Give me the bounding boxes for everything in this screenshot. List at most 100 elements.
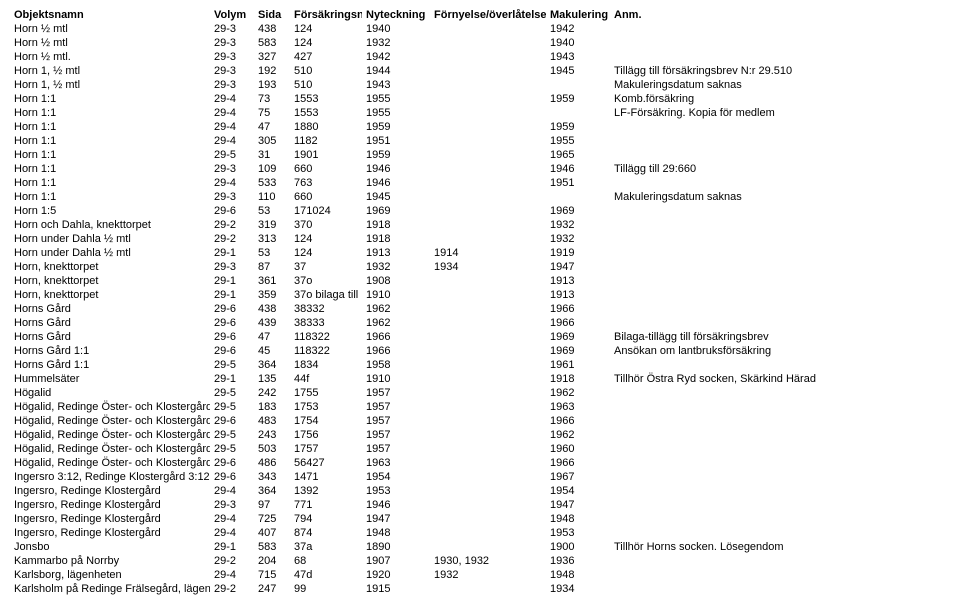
cell-nyteck: 1910 [362, 372, 430, 386]
table-row: Horn 1:129-4305118219511955 [10, 134, 950, 148]
cell-nyteck: 1890 [362, 540, 430, 554]
cell-sida: 75 [254, 106, 290, 120]
table-row: Högalid29-5242175519571962 [10, 386, 950, 400]
cell-forsnr: 47d [290, 568, 362, 582]
cell-volym: 29-2 [210, 582, 254, 596]
cell-forsnr: 1553 [290, 92, 362, 106]
cell-objekt: Högalid, Redinge Öster- och Klostergård … [10, 456, 210, 470]
table-row: Högalid, Redinge Öster- och Klostergård … [10, 428, 950, 442]
cell-forn [430, 316, 546, 330]
cell-nyteck: 1908 [362, 274, 430, 288]
cell-anm [610, 554, 950, 568]
cell-anm: Tillägg till försäkringsbrev N:r 29.510 [610, 64, 950, 78]
table-row: Horn, knekttorpet29-38737193219341947 [10, 260, 950, 274]
cell-mak: 1919 [546, 246, 610, 260]
cell-nyteck: 1953 [362, 484, 430, 498]
cell-volym: 29-4 [210, 568, 254, 582]
cell-forn [430, 428, 546, 442]
cell-anm: Makuleringsdatum saknas [610, 190, 950, 204]
cell-objekt: Horn och Dahla, knekttorpet [10, 218, 210, 232]
cell-forsnr: 874 [290, 526, 362, 540]
cell-mak: 1955 [546, 134, 610, 148]
cell-mak: 1966 [546, 456, 610, 470]
cell-anm [610, 526, 950, 540]
table-row: Högalid, Redinge Öster- och Klostergård … [10, 456, 950, 470]
cell-sida: 483 [254, 414, 290, 428]
cell-objekt: Ingersro, Redinge Klostergård [10, 498, 210, 512]
cell-forn [430, 120, 546, 134]
col-header-volym: Volym [210, 8, 254, 22]
cell-objekt: Horn 1:1 [10, 162, 210, 176]
table-row: Högalid, Redinge Öster- och Klostergård … [10, 400, 950, 414]
cell-nyteck: 1932 [362, 36, 430, 50]
cell-nyteck: 1946 [362, 498, 430, 512]
col-header-fornyelse: Förnyelse/överlåtelse [430, 8, 546, 22]
cell-sida: 53 [254, 246, 290, 260]
cell-volym: 29-5 [210, 442, 254, 456]
cell-volym: 29-6 [210, 470, 254, 484]
cell-volym: 29-1 [210, 274, 254, 288]
cell-sida: 439 [254, 316, 290, 330]
cell-anm [610, 260, 950, 274]
cell-forn [430, 330, 546, 344]
cell-forsnr: 794 [290, 512, 362, 526]
cell-objekt: Karlsborg, lägenheten [10, 568, 210, 582]
cell-objekt: Karlsholm på Redinge Frälsegård, lägenhe… [10, 582, 210, 596]
cell-forn: 1914 [430, 246, 546, 260]
cell-anm [610, 288, 950, 302]
cell-sida: 110 [254, 190, 290, 204]
cell-forn [430, 526, 546, 540]
table-row: Horn och Dahla, knekttorpet29-2319370191… [10, 218, 950, 232]
cell-forsnr: 660 [290, 190, 362, 204]
table-row: Horn 1:129-47515531955LF-Försäkring. Kop… [10, 106, 950, 120]
cell-forsnr: 37 [290, 260, 362, 274]
cell-forsnr: 1753 [290, 400, 362, 414]
cell-anm [610, 456, 950, 470]
cell-volym: 29-6 [210, 316, 254, 330]
cell-forn [430, 386, 546, 400]
table-row: Högalid, Redinge Öster- och Klostergård … [10, 414, 950, 428]
cell-volym: 29-3 [210, 162, 254, 176]
cell-mak: 1962 [546, 386, 610, 400]
cell-nyteck: 1962 [362, 302, 430, 316]
cell-forn [430, 582, 546, 596]
cell-sida: 361 [254, 274, 290, 288]
cell-anm [610, 148, 950, 162]
cell-nyteck: 1948 [362, 526, 430, 540]
cell-objekt: Horns Gård 1:1 [10, 358, 210, 372]
cell-anm [610, 246, 950, 260]
table-row: Horns Gård29-64393833319621966 [10, 316, 950, 330]
cell-volym: 29-2 [210, 218, 254, 232]
cell-volym: 29-6 [210, 330, 254, 344]
cell-nyteck: 1955 [362, 92, 430, 106]
table-row: Horn 1:529-65317102419691969 [10, 204, 950, 218]
cell-volym: 29-5 [210, 148, 254, 162]
cell-mak: 1946 [546, 162, 610, 176]
cell-volym: 29-3 [210, 64, 254, 78]
table-row: Hummelsäter29-113544f19101918Tillhör Öst… [10, 372, 950, 386]
cell-volym: 29-5 [210, 386, 254, 400]
table-row: Horn 1:129-453376319461951 [10, 176, 950, 190]
cell-nyteck: 1918 [362, 218, 430, 232]
cell-nyteck: 1932 [362, 260, 430, 274]
cell-forsnr: 1754 [290, 414, 362, 428]
table-row: Horn under Dahla ½ mtl29-231312419181932 [10, 232, 950, 246]
cell-sida: 247 [254, 582, 290, 596]
cell-forn [430, 470, 546, 484]
cell-anm [610, 50, 950, 64]
cell-volym: 29-2 [210, 232, 254, 246]
cell-objekt: Horn 1:1 [10, 134, 210, 148]
cell-nyteck: 1918 [362, 232, 430, 246]
cell-forsnr: 68 [290, 554, 362, 568]
cell-anm [610, 358, 950, 372]
cell-objekt: Högalid, Redinge Öster- och Klostergård … [10, 442, 210, 456]
cell-sida: 97 [254, 498, 290, 512]
cell-sida: 109 [254, 162, 290, 176]
cell-sida: 305 [254, 134, 290, 148]
cell-mak: 1965 [546, 148, 610, 162]
cell-forn [430, 204, 546, 218]
cell-mak: 1963 [546, 400, 610, 414]
cell-forsnr: 37a [290, 540, 362, 554]
cell-forn: 1934 [430, 260, 546, 274]
cell-forn [430, 484, 546, 498]
